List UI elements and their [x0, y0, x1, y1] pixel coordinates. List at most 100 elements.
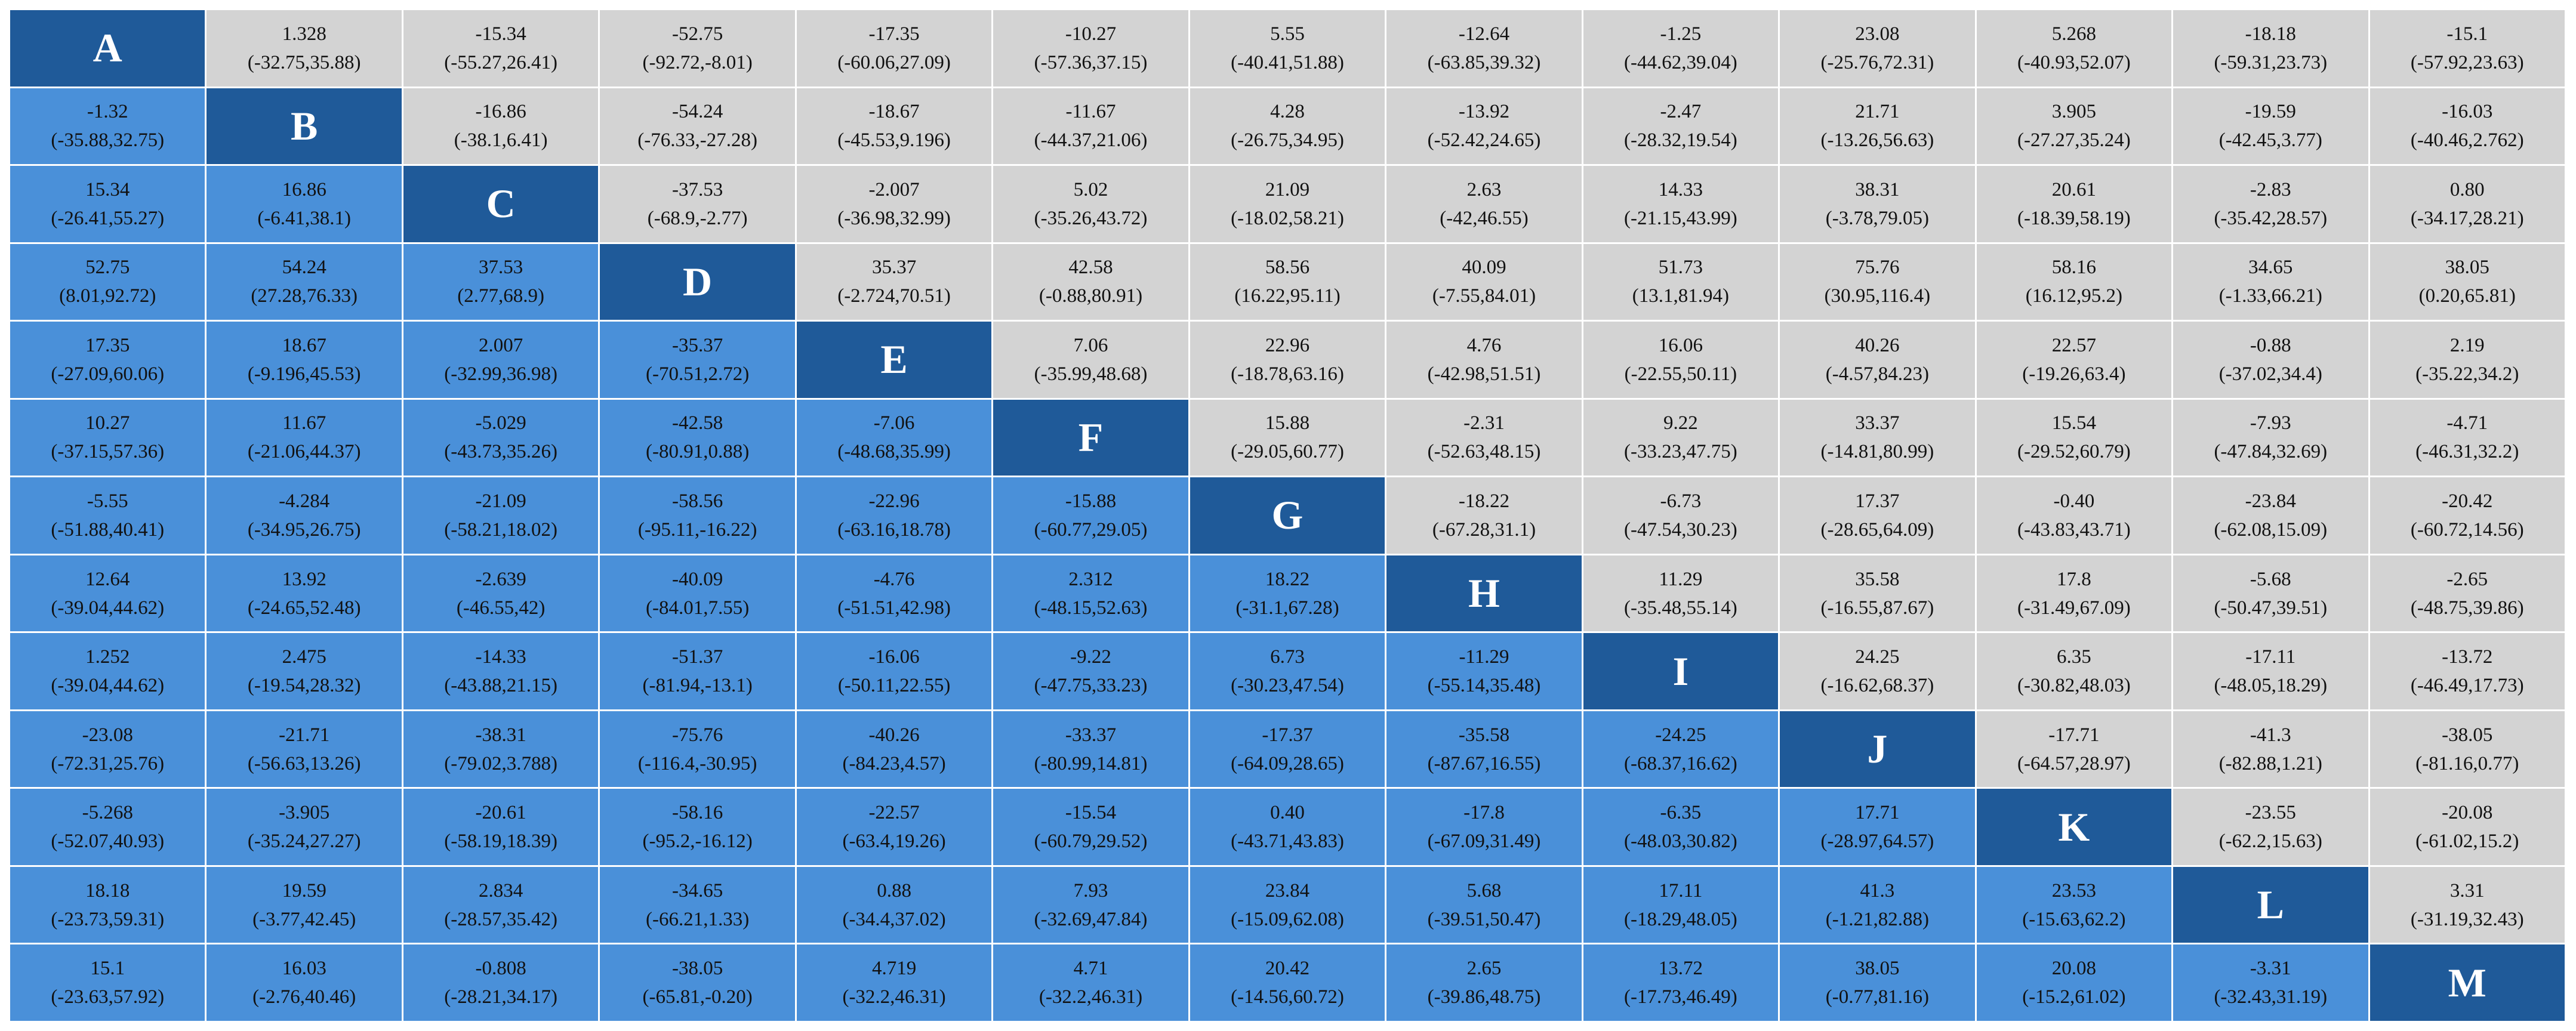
confidence-interval: (-39.04,44.62): [51, 675, 165, 697]
effect-estimate: 4.76: [1466, 334, 1502, 356]
effect-estimate: 11.67: [282, 412, 326, 434]
comparison-cell: -40.26 (-84.23,4.57): [796, 711, 992, 788]
comparison-cell: -5.268 (-52.07,40.93): [10, 789, 205, 865]
confidence-interval: (-116.4,-30.95): [637, 752, 757, 774]
confidence-interval: (-21.06,44.37): [247, 441, 361, 463]
confidence-interval: (-63.16,18.78): [837, 518, 951, 541]
effect-estimate: -35.58: [1458, 724, 1510, 746]
confidence-interval: (-36.98,32.99): [837, 207, 951, 229]
comparison-cell: -11.29 (-55.14,35.48): [1386, 633, 1582, 709]
comparison-cell: 51.73 (13.1,81.94): [1583, 243, 1779, 320]
effect-estimate: 5.02: [1073, 178, 1108, 200]
confidence-interval: (-47.84,32.69): [2214, 441, 2328, 463]
confidence-interval: (27.28,76.33): [251, 285, 358, 307]
effect-estimate: 0.80: [2449, 178, 2485, 200]
effect-estimate: -17.71: [2048, 724, 2100, 746]
confidence-interval: (-48.03,30.82): [1624, 831, 1737, 853]
confidence-interval: (-48.05,18.29): [2214, 675, 2328, 697]
confidence-interval: (-43.88,21.15): [444, 675, 557, 697]
treatment-label: E: [880, 337, 908, 382]
confidence-interval: (-35.88,32.75): [51, 129, 165, 152]
comparison-cell: 1.252 (-39.04,44.62): [10, 633, 205, 709]
diagonal-label-cell: H: [1386, 555, 1582, 632]
comparison-cell: 2.312 (-48.15,52.63): [993, 555, 1188, 632]
confidence-interval: (-46.49,17.73): [2410, 675, 2524, 697]
confidence-interval: (-87.67,16.55): [1427, 752, 1541, 774]
effect-estimate: 20.42: [1265, 958, 1310, 980]
comparison-cell: -4.284 (-34.95,26.75): [207, 477, 402, 554]
diagonal-label-cell: M: [2369, 944, 2565, 1021]
effect-estimate: -35.37: [671, 334, 723, 356]
confidence-interval: (-39.86,48.75): [1427, 986, 1541, 1008]
effect-estimate: -22.96: [868, 490, 920, 512]
comparison-cell: -6.35 (-48.03,30.82): [1583, 789, 1779, 865]
confidence-interval: (-18.78,63.16): [1231, 363, 1344, 385]
confidence-interval: (-15.2,61.02): [2022, 986, 2126, 1008]
comparison-cell: 7.93 (-32.69,47.84): [993, 866, 1188, 943]
effect-estimate: -21.09: [475, 490, 526, 512]
effect-estimate: -17.37: [1262, 724, 1313, 746]
effect-estimate: 20.08: [2051, 958, 2096, 980]
effect-estimate: -0.40: [2053, 490, 2095, 512]
comparison-cell: -7.93 (-47.84,32.69): [2173, 399, 2368, 476]
effect-estimate: -20.61: [475, 802, 526, 824]
treatment-label: H: [1468, 570, 1500, 616]
confidence-interval: (-37.02,34.4): [2218, 363, 2322, 385]
treatment-label: I: [1672, 648, 1689, 694]
effect-estimate: 11.29: [1659, 568, 1703, 590]
effect-estimate: 58.16: [2051, 257, 2096, 279]
confidence-interval: (30.95,116.4): [1824, 285, 1931, 307]
confidence-interval: (-80.91,0.88): [646, 441, 750, 463]
effect-estimate: 15.88: [1265, 412, 1310, 434]
comparison-cell: -33.37 (-80.99,14.81): [993, 711, 1188, 788]
confidence-interval: (-15.63,62.2): [2022, 908, 2126, 930]
comparison-cell: -18.67 (-45.53,9.196): [796, 88, 992, 165]
effect-estimate: -20.42: [2442, 490, 2493, 512]
confidence-interval: (-59.31,23.73): [2214, 51, 2328, 73]
confidence-interval: (-92.72,-8.01): [642, 51, 753, 73]
comparison-cell: -17.37 (-64.09,28.65): [1190, 711, 1385, 788]
confidence-interval: (-60.72,14.56): [2410, 518, 2524, 541]
effect-estimate: -6.73: [1660, 490, 1702, 512]
effect-estimate: 23.08: [1855, 23, 1900, 45]
comparison-cell: 15.54 (-29.52,60.79): [1976, 399, 2172, 476]
effect-estimate: -22.57: [868, 802, 920, 824]
confidence-interval: (-55.27,26.41): [444, 51, 557, 73]
confidence-interval: (-35.26,43.72): [1034, 207, 1148, 229]
comparison-cell: -0.40 (-43.83,43.71): [1976, 477, 2172, 554]
confidence-interval: (-63.85,39.32): [1427, 51, 1541, 73]
effect-estimate: 18.67: [282, 334, 326, 356]
confidence-interval: (-32.75,35.88): [247, 51, 361, 73]
confidence-interval: (-46.55,42): [456, 597, 546, 619]
confidence-interval: (-3.78,79.05): [1825, 207, 1929, 229]
effect-estimate: -38.31: [475, 724, 526, 746]
confidence-interval: (-28.97,64.57): [1820, 831, 1934, 853]
effect-estimate: -12.64: [1458, 23, 1510, 45]
comparison-cell: -1.32 (-35.88,32.75): [10, 88, 205, 165]
confidence-interval: (-13.26,56.63): [1820, 129, 1934, 152]
confidence-interval: (13.1,81.94): [1632, 285, 1730, 307]
confidence-interval: (-43.83,43.71): [2017, 518, 2131, 541]
effect-estimate: -18.67: [868, 101, 920, 123]
comparison-cell: 16.06 (-22.55,50.11): [1583, 322, 1779, 398]
comparison-cell: 0.88 (-34.4,37.02): [796, 866, 992, 943]
comparison-cell: -2.83 (-35.42,28.57): [2173, 166, 2368, 242]
comparison-cell: 38.05 (-0.77,81.16): [1780, 944, 1975, 1021]
comparison-cell: 17.37 (-28.65,64.09): [1780, 477, 1975, 554]
confidence-interval: (-64.57,28.97): [2017, 752, 2131, 774]
effect-estimate: 18.22: [1265, 568, 1310, 590]
effect-estimate: 5.268: [2051, 23, 2096, 45]
treatment-label: A: [93, 25, 122, 71]
effect-estimate: 2.63: [1466, 178, 1502, 200]
confidence-interval: (-81.94,-13.1): [642, 675, 753, 697]
comparison-cell: -17.11 (-48.05,18.29): [2173, 633, 2368, 709]
effect-estimate: 4.719: [871, 958, 917, 980]
comparison-cell: -18.22 (-67.28,31.1): [1386, 477, 1582, 554]
comparison-cell: 21.09 (-18.02,58.21): [1190, 166, 1385, 242]
confidence-interval: (-95.2,-16.12): [642, 831, 753, 853]
comparison-cell: 17.35 (-27.09,60.06): [10, 322, 205, 398]
comparison-cell: 40.09 (-7.55,84.01): [1386, 243, 1582, 320]
effect-estimate: 17.37: [1855, 490, 1900, 512]
comparison-cell: -4.71 (-46.31,32.2): [2369, 399, 2565, 476]
comparison-cell: 33.37 (-14.81,80.99): [1780, 399, 1975, 476]
